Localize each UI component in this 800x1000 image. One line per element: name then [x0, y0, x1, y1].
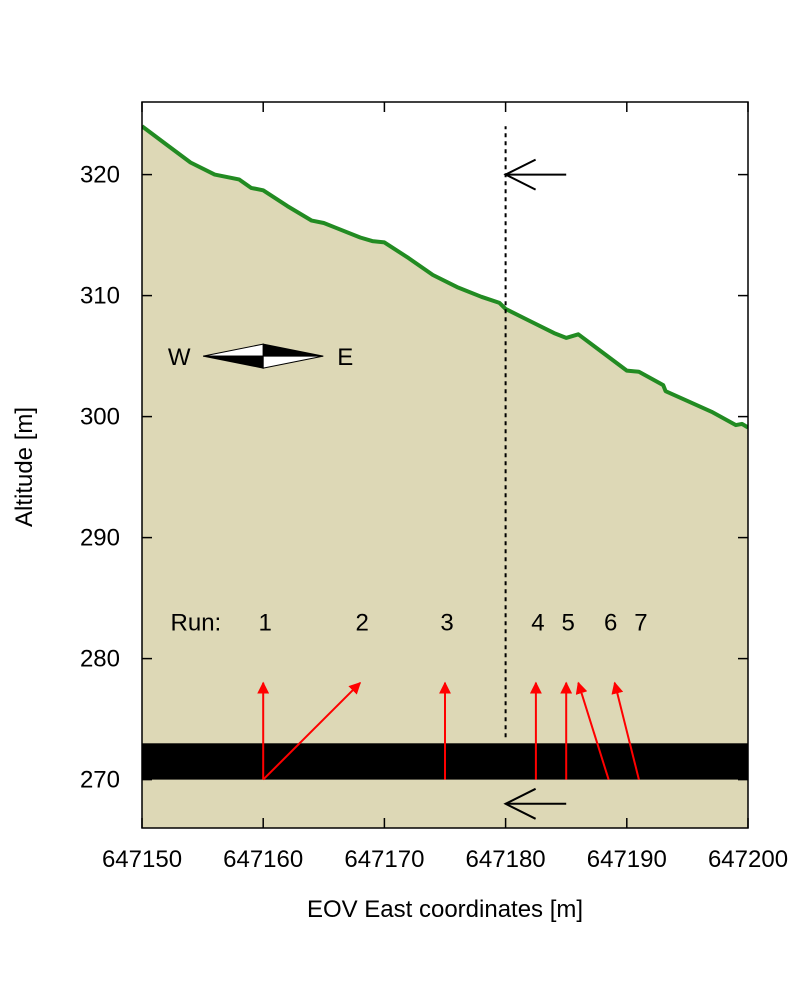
y-axis: 270 280 290 300 310 320: [80, 162, 748, 794]
x-axis: 647150 647160 647170 647180 647190 647200: [102, 102, 788, 873]
run-label-7: 7: [634, 609, 647, 636]
section-arrows: [503, 158, 567, 820]
x-tick-label: 647190: [587, 846, 667, 873]
y-tick-label: 280: [80, 646, 120, 673]
x-tick-label: 647150: [102, 846, 182, 873]
y-axis-label: Altitude [m]: [11, 407, 38, 527]
run-label-4: 4: [531, 609, 544, 636]
compass-west-label: W: [168, 344, 191, 371]
x-tick-label: 647180: [466, 846, 546, 873]
run-arrow-6: [575, 681, 610, 780]
y-tick-label: 270: [80, 767, 120, 794]
x-axis-label: EOV East coordinates [m]: [307, 896, 583, 923]
run-label-1: 1: [259, 609, 272, 636]
x-tick-label: 647160: [223, 846, 303, 873]
run-arrow-2: [262, 681, 362, 781]
run-arrow-7: [611, 681, 640, 780]
section-arrow: [503, 158, 567, 191]
compass-needle: [262, 355, 324, 369]
run-label-2: 2: [355, 609, 368, 636]
runs-label: Run:: [171, 609, 222, 636]
run-label-3: 3: [440, 609, 453, 636]
run-label-6: 6: [604, 609, 617, 636]
x-tick-label: 647200: [708, 846, 788, 873]
y-tick-label: 320: [80, 162, 120, 189]
run-label-5: 5: [562, 609, 575, 636]
section-arrow: [503, 787, 567, 820]
y-tick-label: 300: [80, 404, 120, 431]
x-tick-label: 647170: [344, 846, 424, 873]
y-tick-label: 310: [80, 283, 120, 310]
y-tick-label: 290: [80, 525, 120, 552]
compass-east-label: E: [337, 344, 353, 371]
plot-frame: [141, 101, 749, 829]
surface-line-series: [142, 124, 748, 430]
run-arrows: [257, 681, 640, 781]
ground-fill-area: [142, 126, 748, 828]
